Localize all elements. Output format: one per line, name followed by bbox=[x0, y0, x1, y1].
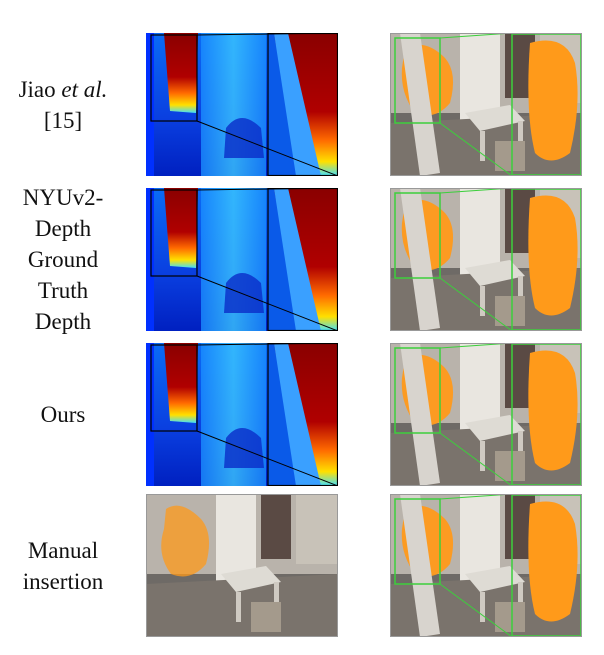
depth-image bbox=[146, 188, 338, 331]
label-part: Jiao bbox=[18, 76, 62, 102]
room-image bbox=[390, 33, 582, 176]
room-image bbox=[390, 494, 582, 637]
depth-image bbox=[146, 343, 338, 486]
label-text: Jiao et al. [15] bbox=[4, 74, 122, 136]
photo bbox=[146, 494, 338, 637]
label-text: Ours bbox=[40, 402, 86, 427]
label-text: NYUv2-Depth Ground Truth Depth bbox=[22, 185, 104, 334]
row-label: Manual insertion bbox=[4, 494, 122, 637]
label-part: [15] bbox=[43, 107, 83, 133]
row-label: NYUv2-Depth Ground Truth Depth bbox=[8, 185, 118, 334]
render bbox=[390, 188, 582, 331]
depth-map bbox=[146, 343, 338, 486]
label-part: et al. bbox=[61, 76, 108, 102]
room-image bbox=[390, 343, 582, 486]
render bbox=[390, 494, 582, 637]
render bbox=[390, 33, 582, 176]
depth-image bbox=[146, 33, 338, 176]
label-text: Manual insertion bbox=[22, 537, 104, 594]
render bbox=[390, 343, 582, 486]
room-image bbox=[390, 188, 582, 331]
room-image bbox=[146, 494, 338, 637]
depth-map bbox=[146, 33, 338, 176]
depth-map bbox=[146, 188, 338, 331]
row-label: Ours bbox=[4, 343, 122, 486]
row-label: Jiao et al. [15] bbox=[4, 33, 122, 176]
